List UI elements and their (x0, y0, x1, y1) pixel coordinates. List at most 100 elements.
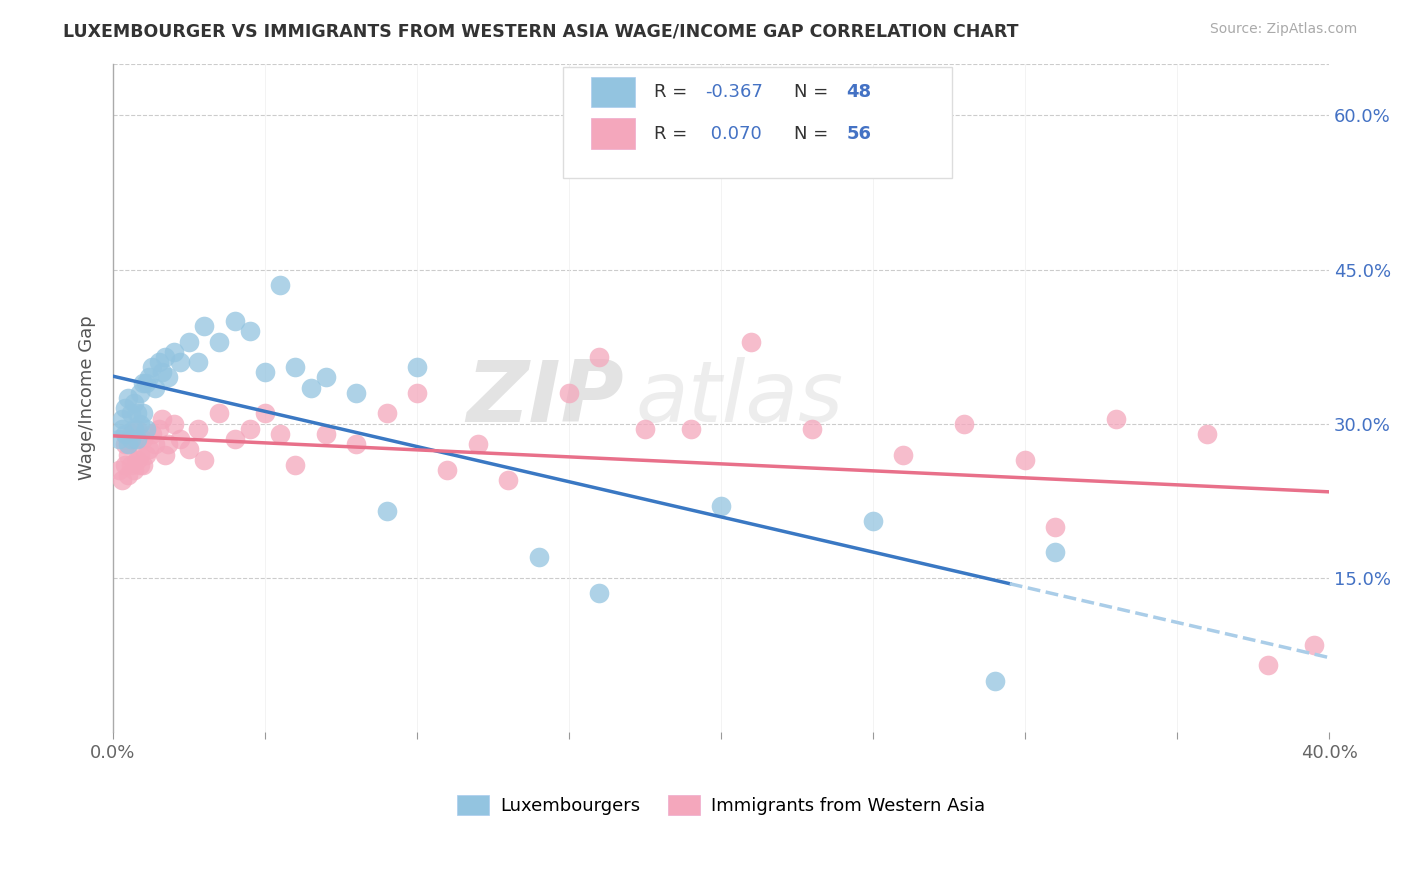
Point (156, 437, 179, 451)
Point (710, 499, 733, 513)
Point (496, 473, 519, 487)
FancyBboxPatch shape (562, 68, 952, 178)
Point (114, 427, 136, 442)
Point (406, 360, 429, 375)
Point (138, 370, 160, 384)
Point (224, 432, 246, 446)
Text: 56: 56 (846, 125, 872, 143)
Point (132, 407, 155, 421)
Point (177, 442, 200, 457)
Point (634, 422, 657, 436)
Point (111, 473, 134, 487)
Point (208, 407, 231, 421)
Point (169, 355, 191, 369)
Point (284, 360, 307, 375)
Point (129, 385, 152, 400)
Point (150, 411, 173, 425)
Text: -0.367: -0.367 (706, 83, 763, 102)
Text: Source: ZipAtlas.com: Source: ZipAtlas.com (1209, 22, 1357, 37)
Point (135, 376, 157, 390)
Point (193, 452, 215, 467)
Point (145, 437, 167, 451)
Point (344, 437, 367, 451)
Point (120, 427, 142, 442)
Point (239, 324, 262, 338)
Point (1014, 452, 1036, 467)
Point (117, 468, 139, 483)
Point (117, 437, 139, 451)
Point (208, 334, 231, 349)
Point (156, 370, 179, 384)
Point (153, 350, 176, 364)
Text: LUXEMBOURGER VS IMMIGRANTS FROM WESTERN ASIA WAGE/INCOME GAP CORRELATION CHART: LUXEMBOURGER VS IMMIGRANTS FROM WESTERN … (63, 22, 1019, 40)
Text: N =: N = (794, 125, 834, 143)
Point (299, 381, 322, 395)
Text: 48: 48 (846, 83, 872, 102)
Point (132, 458, 155, 472)
Point (375, 407, 398, 421)
Text: ZIP: ZIP (465, 357, 624, 440)
Point (129, 417, 152, 431)
Point (253, 365, 276, 379)
Point (169, 432, 191, 446)
Point (315, 370, 337, 384)
Point (193, 319, 215, 334)
Point (114, 458, 136, 472)
Point (122, 396, 145, 410)
Point (114, 437, 136, 451)
FancyBboxPatch shape (591, 77, 634, 107)
Point (122, 463, 145, 477)
Point (239, 422, 262, 436)
Point (588, 586, 610, 600)
Point (163, 417, 186, 431)
Text: N =: N = (794, 83, 834, 102)
Point (148, 422, 170, 436)
Point (127, 452, 149, 467)
Point (1045, 519, 1067, 533)
Point (127, 432, 149, 446)
Point (740, 334, 762, 349)
Point (436, 463, 458, 477)
Point (375, 504, 398, 518)
Point (114, 401, 136, 416)
Point (1197, 427, 1219, 442)
Point (801, 422, 824, 436)
Point (163, 344, 186, 359)
Point (122, 422, 145, 436)
Point (1105, 411, 1128, 425)
Point (127, 407, 149, 421)
Text: 0.070: 0.070 (706, 125, 762, 143)
Legend: Luxembourgers, Immigrants from Western Asia: Luxembourgers, Immigrants from Western A… (450, 788, 993, 822)
Y-axis label: Wage/Income Gap: Wage/Income Gap (79, 316, 96, 481)
Point (141, 427, 163, 442)
Point (1302, 638, 1324, 652)
Point (953, 417, 976, 431)
Point (344, 385, 367, 400)
Point (135, 422, 157, 436)
Point (127, 422, 149, 436)
Point (269, 278, 291, 293)
Point (132, 432, 155, 446)
Point (117, 391, 139, 405)
Text: atlas: atlas (636, 357, 844, 440)
Point (145, 381, 167, 395)
Point (111, 411, 134, 425)
Point (141, 360, 163, 375)
Point (315, 427, 337, 442)
Point (862, 514, 884, 528)
Point (117, 448, 139, 462)
Point (135, 448, 157, 462)
Point (187, 355, 209, 369)
Point (148, 355, 170, 369)
Point (129, 448, 152, 462)
Point (224, 314, 246, 328)
Point (177, 334, 200, 349)
Point (120, 407, 142, 421)
Point (187, 422, 209, 436)
Point (527, 550, 550, 565)
Point (153, 448, 176, 462)
Point (120, 432, 142, 446)
Point (129, 458, 152, 472)
Point (108, 463, 131, 477)
Text: R =: R = (654, 83, 693, 102)
